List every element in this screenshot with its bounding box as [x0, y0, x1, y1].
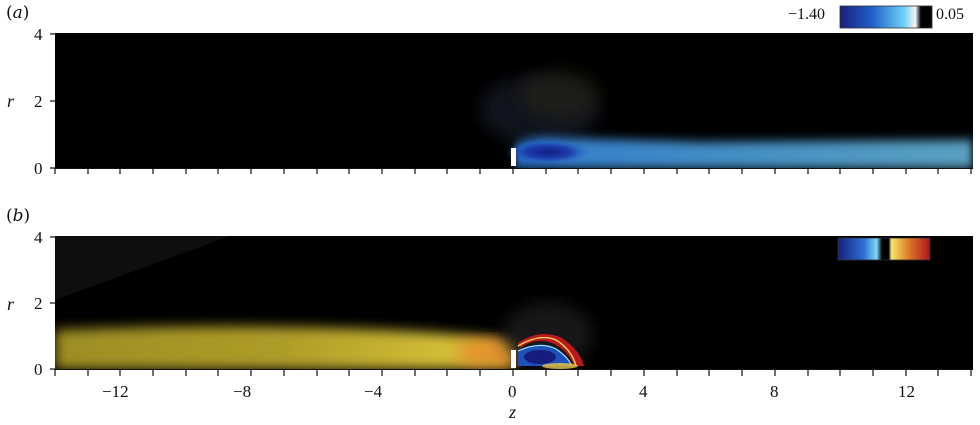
panel-b: r 4 2 0 −12 −8 −4 0 4 [7, 228, 973, 422]
xtick-label: 12 [898, 382, 915, 401]
xtick-label: 4 [639, 382, 648, 401]
panel-a-xticks [54, 168, 972, 174]
panel-a-label: (a) [6, 3, 30, 23]
panel-b-xticks [54, 369, 972, 376]
panel-b-ylabel: r [7, 294, 15, 314]
panel-a: r 4 2 0 [7, 5, 973, 178]
xtick-label: −4 [364, 382, 383, 401]
colorbar-a-max-label: 0.05 [936, 6, 964, 23]
panel-b-ytick-4: 4 [34, 228, 43, 247]
panel-a-ytick-4: 4 [34, 25, 43, 44]
colorbar-a [839, 5, 933, 29]
panel-a-ytick-0: 0 [34, 159, 43, 178]
panel-a-ylabel: r [7, 91, 15, 111]
panel-b-ytick-2: 2 [34, 294, 43, 313]
xtick-label: −8 [233, 382, 251, 401]
panel-b-xlabel: z [508, 402, 516, 422]
panel-b-label: (b) [6, 206, 31, 226]
panel-b-ytick-0: 0 [34, 360, 43, 379]
xtick-label: 8 [770, 382, 779, 401]
colorbar-a-min-label: −1.40 [788, 6, 826, 23]
panel-a-ytick-2: 2 [34, 92, 43, 111]
panel-b-body [511, 350, 516, 368]
panel-a-body [511, 148, 516, 166]
xtick-label: 0 [508, 382, 517, 401]
xtick-label: −12 [102, 382, 129, 401]
colorbar-b [837, 237, 931, 261]
